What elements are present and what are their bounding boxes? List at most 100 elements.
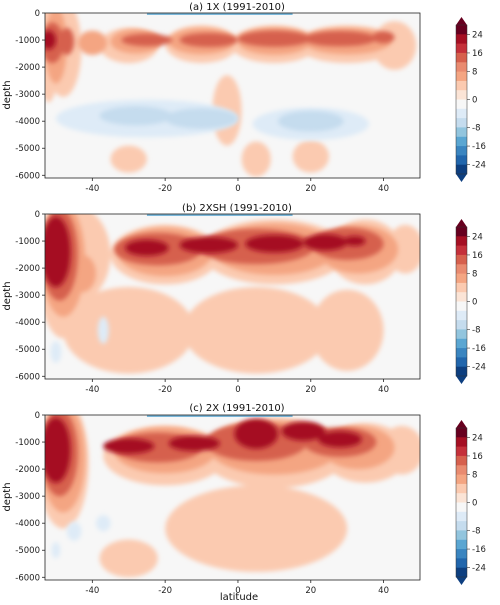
colorbar-band <box>456 43 467 54</box>
y-tick-label: -1000 <box>15 237 40 247</box>
x-tick-label: -40 <box>85 184 99 194</box>
contour-region <box>59 27 75 55</box>
colorbar-band <box>456 99 467 110</box>
colorbar-band <box>456 446 467 457</box>
contour-region <box>51 542 61 559</box>
surface-anomaly <box>146 214 293 216</box>
contour-region <box>165 108 239 129</box>
contour-region <box>125 239 169 256</box>
colorbar-band <box>456 301 467 312</box>
colorbar-tick-label: 16 <box>472 251 483 261</box>
heatmap-plot <box>44 414 421 581</box>
heatmap-plot <box>44 213 421 380</box>
contour-fields <box>45 13 417 177</box>
colorbar-band <box>456 80 467 91</box>
x-tick-label: 0 <box>235 385 240 395</box>
contour-region <box>66 521 82 541</box>
y-tick-label: -4000 <box>15 117 40 127</box>
colorbar-band <box>456 136 467 147</box>
colorbar-band <box>456 428 467 438</box>
colorbar-band <box>456 71 467 82</box>
x-tick-label: 40 <box>378 184 389 194</box>
colorbar-band <box>456 465 467 475</box>
colorbar-tick-label: 8 <box>472 471 477 481</box>
contour-region <box>99 539 158 578</box>
colorbar-band <box>456 530 467 541</box>
colorbar-band <box>456 34 467 44</box>
contour-region <box>372 31 395 44</box>
y-axis-label: depth <box>2 281 13 310</box>
x-tick-label: -40 <box>85 385 99 395</box>
colorbar-band <box>456 539 467 550</box>
x-tick-label: 20 <box>305 586 316 596</box>
colorbar-arrow-bottom <box>456 376 467 384</box>
contour-level <box>45 216 366 288</box>
panel-b: (b) 2XSH (1991-2010) depth -40 -20 0 20 400-… <box>2 203 421 395</box>
axis-ticks: -40 -20 0 20 40 0 -1000 -2000 -3000 -4000 -5000 -60… <box>15 411 389 596</box>
colorbar-tick-label: 0 <box>472 499 477 509</box>
contour-region <box>183 287 329 374</box>
contour-region <box>245 235 304 253</box>
contour-fields <box>45 415 420 578</box>
colorbar-band <box>456 521 467 531</box>
x-tick-label: -20 <box>158 385 172 395</box>
colorbar-arrow-top <box>456 219 467 227</box>
colorbar-band <box>456 348 467 358</box>
contour-region <box>303 31 377 47</box>
surface-anomaly <box>146 13 293 15</box>
x-tick-label: 20 <box>305 184 316 194</box>
contour-region <box>238 30 311 47</box>
colorbar-tick-label: 8 <box>472 68 477 78</box>
y-tick-label: -5000 <box>15 546 40 556</box>
contour-region <box>96 515 111 532</box>
colorbar-band <box>456 254 467 265</box>
x-tick-label: 40 <box>378 586 389 596</box>
contour-region <box>50 341 62 363</box>
colorbar-arrow-bottom <box>456 577 467 585</box>
panel-title: (c) 2X (1991-2010) <box>189 403 284 414</box>
x-tick-label: -20 <box>158 586 172 596</box>
y-tick-label: -3000 <box>15 291 40 301</box>
contour-region <box>179 33 238 47</box>
colorbar-band <box>456 236 467 246</box>
heatmap-plot <box>44 12 421 179</box>
contour-region <box>45 417 71 483</box>
contour-level <box>99 106 344 132</box>
contour-region <box>63 287 195 374</box>
colorbar-tick-label: 16 <box>472 49 483 59</box>
colorbar: 24 16 8 0 -8 -16 -24 <box>455 219 486 384</box>
colorbar: 24 16 8 0 -8 -16 -24 <box>455 17 486 182</box>
contour-level <box>45 30 56 50</box>
y-tick-label: -2000 <box>15 63 40 73</box>
contour-region <box>241 141 271 177</box>
colorbar-band <box>456 502 467 513</box>
colorbar-tick-label: -8 <box>472 325 480 335</box>
contour-region <box>168 435 220 451</box>
colorbar-tick-label: -16 <box>472 545 486 555</box>
colorbar-tick-label: 24 <box>472 30 483 40</box>
contour-region <box>45 30 56 50</box>
contour-region <box>278 110 344 132</box>
colorbar-tick-label: -24 <box>472 564 486 574</box>
contour-region <box>281 421 326 441</box>
colorbar-band <box>456 108 467 119</box>
y-tick-label: -1000 <box>15 36 40 46</box>
contour-level <box>51 515 111 559</box>
x-tick-label: -40 <box>85 586 99 596</box>
contour-region <box>97 316 109 344</box>
y-tick-label: -6000 <box>15 573 40 583</box>
plot-frame <box>44 213 421 380</box>
colorbar-tick-label: -16 <box>472 344 486 354</box>
y-tick-label: -5000 <box>15 345 40 355</box>
colorbar-band <box>456 264 467 274</box>
colorbar-tick-label: 8 <box>472 270 477 280</box>
contour-region <box>387 224 420 274</box>
y-tick-label: -3000 <box>15 492 40 502</box>
panel-a: (a) 1X (1991-2010) depth -40 -20 0 20 40 0 -10… <box>2 2 421 194</box>
x-tick-label: 0 <box>235 184 240 194</box>
colorbar-band <box>456 511 467 522</box>
contour-region <box>121 33 173 47</box>
colorbar-tick-label: -24 <box>472 161 486 171</box>
y-tick-label: 0 <box>35 9 40 19</box>
y-axis-label: depth <box>2 482 13 511</box>
